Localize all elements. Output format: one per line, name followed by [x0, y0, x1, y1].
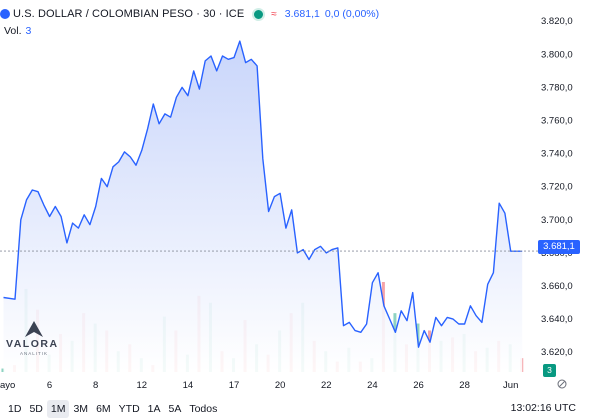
volume-legend[interactable]: Vol. 3 [4, 25, 31, 37]
volume-value: 3 [25, 25, 32, 37]
price-area [3, 41, 523, 372]
x-tick-label: 24 [367, 380, 378, 391]
range-button-5a[interactable]: 5A [168, 402, 182, 415]
symbol-title[interactable]: U.S. DOLLAR / COLOMBIAN PESO · 30 · ICE [13, 8, 245, 20]
y-tick-label: 3.800,0 [541, 49, 573, 60]
x-tick-label: 17 [229, 380, 240, 391]
range-button-6m[interactable]: 6M [96, 402, 111, 415]
logo-name: VALORA [6, 338, 59, 350]
bottom-toolbar: 1D 5D 1M 3M 6M YTD 1A 5A Todos 13:02:16 UTC [0, 398, 600, 419]
valora-logo: VALORA ANALITIK [6, 320, 66, 358]
wave-icon[interactable]: ≈ [271, 8, 277, 20]
x-tick-label: Jun [503, 380, 518, 391]
y-tick-label: 3.720,0 [541, 182, 573, 193]
x-axis[interactable]: ayo 6 8 12 14 17 20 22 24 26 28 Jun [0, 380, 518, 391]
x-tick-label: 6 [47, 380, 52, 391]
x-tick-label: 14 [183, 380, 194, 391]
range-button-1m[interactable]: 1M [46, 399, 70, 418]
market-status-icon[interactable] [252, 7, 266, 21]
x-tick-label: 8 [93, 380, 98, 391]
y-tick-label: 3.820,0 [541, 16, 573, 27]
y-tick-label: 3.740,0 [541, 149, 573, 160]
range-button-5d[interactable]: 5D [29, 402, 43, 415]
symbol-flag-icon [0, 9, 10, 19]
volume-bar [1, 368, 5, 372]
clock[interactable]: 13:02:16 UTC [510, 402, 576, 414]
volume-badge: 3 [543, 364, 556, 377]
volume-label: Vol. [4, 25, 22, 37]
x-tick-label: ayo [0, 380, 15, 391]
header-price: 3.681,1 [284, 8, 320, 20]
y-tick-label: 3.780,0 [541, 82, 573, 93]
range-button-3m[interactable]: 3M [73, 402, 89, 415]
range-button-ytd[interactable]: YTD [118, 402, 140, 415]
price-line [3, 40, 523, 348]
x-tick-label: 22 [321, 380, 332, 391]
x-tick-label: 20 [275, 380, 286, 391]
y-tick-label: 3.660,0 [541, 281, 573, 292]
y-tick-label: 3.760,0 [541, 116, 573, 127]
x-tick-label: 28 [459, 380, 470, 391]
y-axis[interactable]: 3.820,0 3.800,0 3.780,0 3.760,0 3.740,0 3.720… [541, 16, 573, 358]
x-tick-label: 26 [413, 380, 424, 391]
chart-header: U.S. DOLLAR / COLOMBIAN PESO · 30 · ICE … [0, 4, 379, 24]
range-button-todos[interactable]: Todos [189, 402, 218, 415]
scale-settings-icon[interactable] [556, 378, 568, 390]
range-button-1d[interactable]: 1D [8, 402, 22, 415]
last-price-label: 3.681,1 [538, 240, 580, 254]
header-change: 0,0 (0,00%) [324, 8, 380, 20]
y-tick-label: 3.640,0 [541, 314, 573, 325]
y-tick-label: 3.700,0 [541, 215, 573, 226]
logo-tagline: ANALITIK [20, 351, 49, 356]
valora-logo-icon [25, 321, 43, 337]
y-tick-label: 3.620,0 [541, 347, 573, 358]
time-range-selector: 1D 5D 1M 3M 6M YTD 1A 5A Todos [4, 399, 221, 418]
price-chart[interactable]: 3.820,0 3.800,0 3.780,0 3.760,0 3.740,0 3.720… [0, 0, 600, 400]
x-tick-label: 12 [137, 380, 148, 391]
range-button-1a[interactable]: 1A [147, 402, 161, 415]
